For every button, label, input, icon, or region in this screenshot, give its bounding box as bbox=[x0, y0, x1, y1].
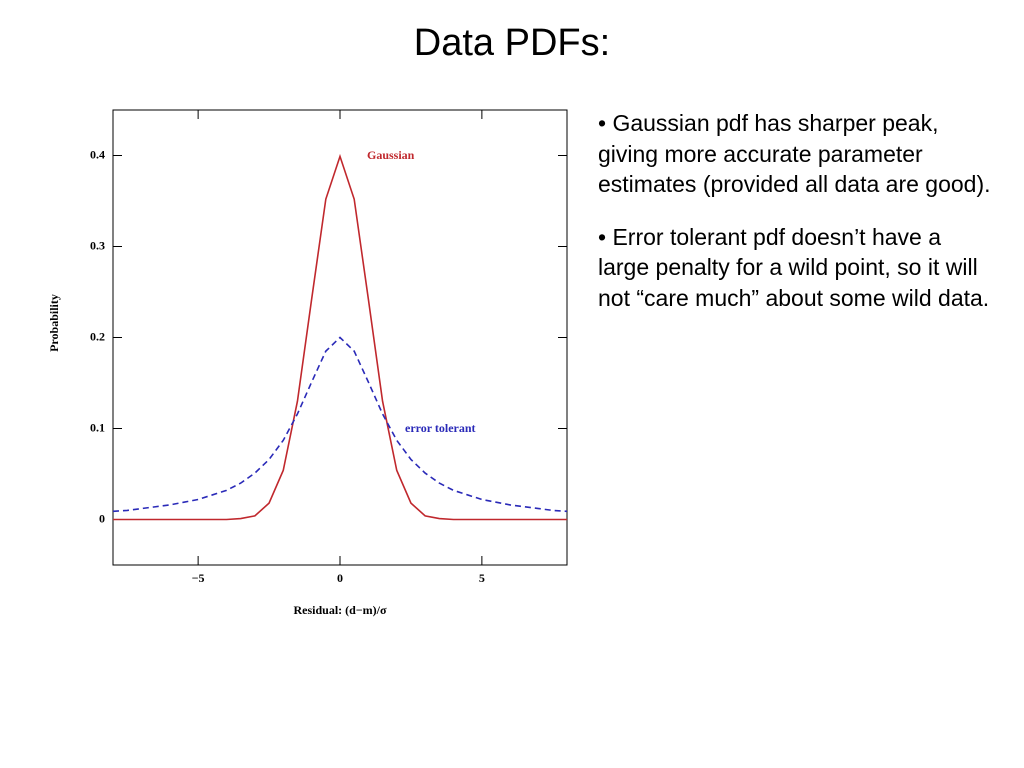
y-tick-label: 0 bbox=[99, 511, 105, 525]
series-line bbox=[113, 153, 567, 521]
y-tick-label: 0.4 bbox=[90, 147, 105, 161]
series-label: Gaussian bbox=[367, 148, 415, 162]
bullet-list: • Gaussian pdf has sharper peak, giving … bbox=[598, 108, 998, 335]
series-label: error tolerant bbox=[405, 421, 476, 435]
series-line bbox=[112, 336, 568, 513]
y-tick-label: 0.3 bbox=[90, 238, 105, 252]
x-tick-label: 5 bbox=[479, 571, 485, 585]
x-axis-label: Residual: (d−m)/σ bbox=[293, 603, 387, 617]
bullet: • Gaussian pdf has sharper peak, giving … bbox=[598, 110, 991, 197]
slide-title: Data PDFs: bbox=[413, 22, 611, 64]
y-tick-label: 0.1 bbox=[90, 420, 105, 434]
y-axis-label: Probability bbox=[47, 294, 61, 352]
y-tick-label: 0.2 bbox=[90, 329, 105, 343]
x-tick-label: 0 bbox=[337, 571, 343, 585]
x-tick-label: −5 bbox=[192, 571, 205, 585]
bullet: • Error tolerant pdf doesn’t have a larg… bbox=[598, 223, 990, 311]
chart: Residual: (d−m)/σ Probability 0 0.1 0.2 0.3… bbox=[47, 109, 568, 617]
